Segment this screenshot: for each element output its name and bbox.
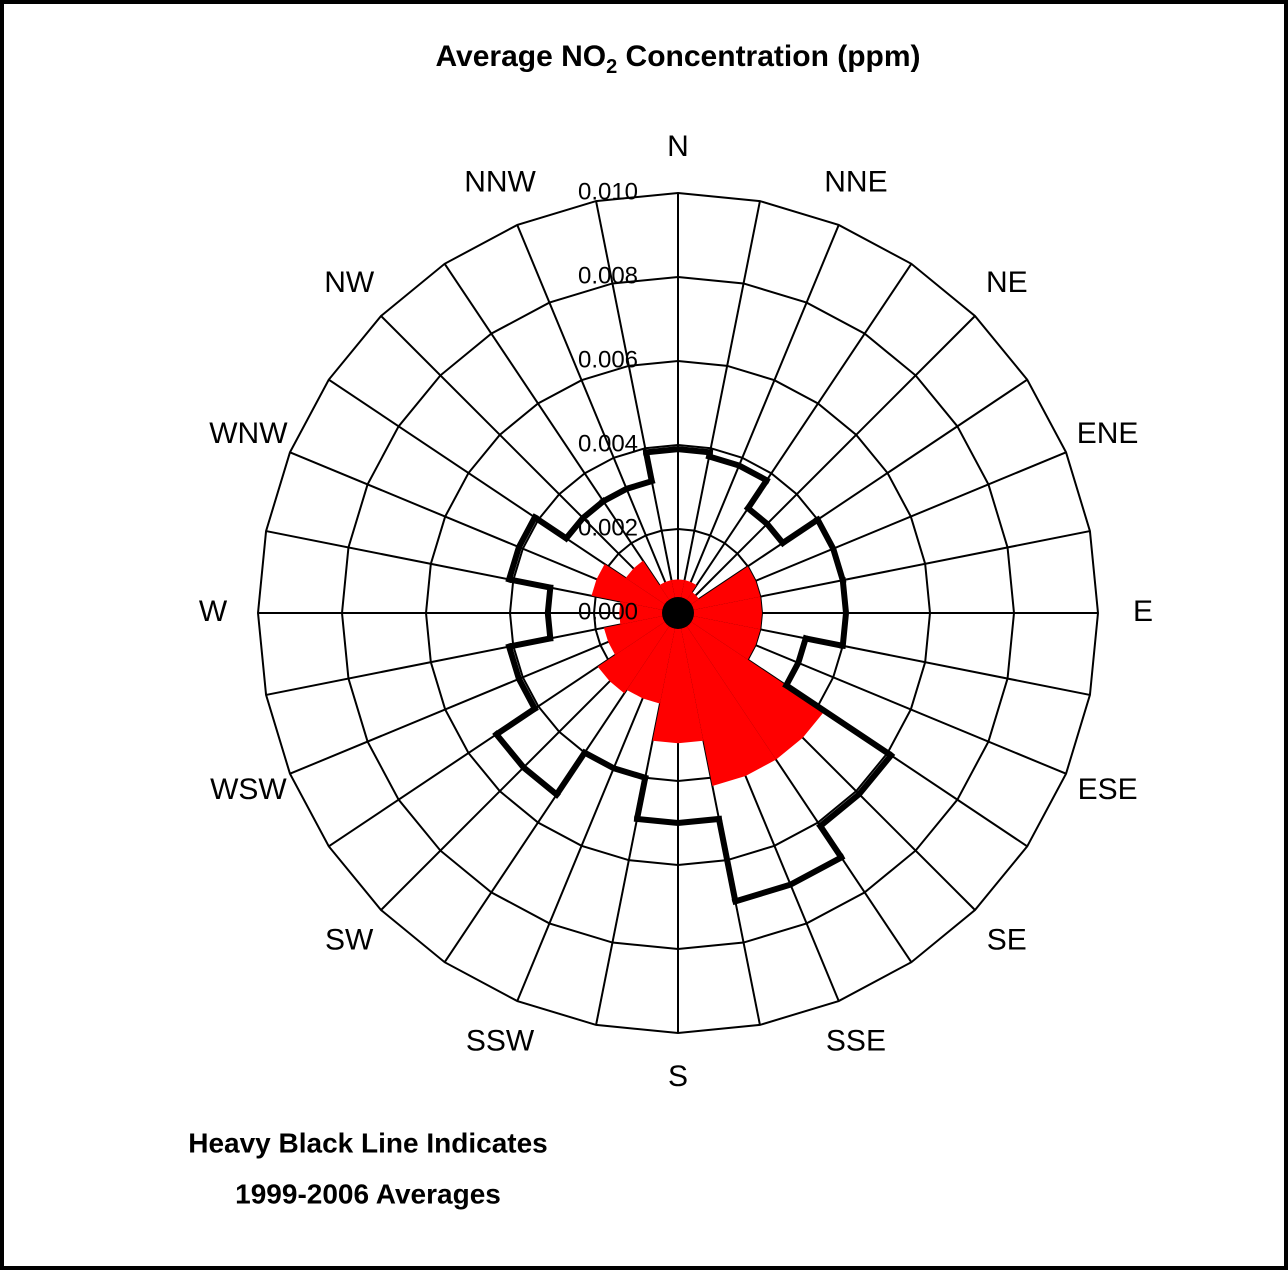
direction-label: W xyxy=(199,595,228,628)
direction-label: WSW xyxy=(210,773,287,806)
spoke xyxy=(380,315,679,614)
spoke xyxy=(677,200,761,614)
spoke xyxy=(265,612,679,696)
average-connector xyxy=(706,451,713,458)
data xyxy=(492,446,896,906)
r-tick-label: 0.002 xyxy=(578,514,638,541)
average-arc xyxy=(839,576,850,650)
chart-title: Average NO2 Concentration (ppm) xyxy=(435,40,920,78)
direction-label: ENE xyxy=(1077,417,1139,450)
sector xyxy=(652,613,704,744)
r-tick-label: 0.006 xyxy=(578,346,638,373)
title-text: Concentration (ppm) xyxy=(617,40,920,73)
average-connector xyxy=(508,635,551,650)
direction-label: E xyxy=(1133,595,1153,628)
sector xyxy=(678,613,777,787)
direction-label: S xyxy=(668,1060,688,1093)
sector xyxy=(671,579,685,613)
direction-label: WNW xyxy=(209,417,288,450)
average-connector xyxy=(643,451,655,482)
spoke xyxy=(677,315,976,614)
average-connector xyxy=(494,706,537,737)
direction-label: SE xyxy=(987,924,1027,957)
direction-label: NE xyxy=(986,266,1028,299)
sector xyxy=(619,601,678,625)
average-arc xyxy=(599,477,656,506)
sector xyxy=(626,613,678,704)
average-arc xyxy=(505,642,539,713)
sector xyxy=(678,596,762,630)
spoke xyxy=(677,263,913,614)
sector xyxy=(678,566,761,613)
average-connector xyxy=(745,478,770,510)
average-arc xyxy=(544,584,554,642)
labels: 0.000 0.002 0.004 0.006 0.008 0.010 N NNE NE ENE E… xyxy=(199,130,1153,1093)
average-connector xyxy=(781,517,820,546)
sector xyxy=(678,613,825,760)
average-arc xyxy=(580,748,649,782)
spoke xyxy=(443,263,679,614)
direction-label: NNW xyxy=(464,165,536,198)
average-connector xyxy=(554,751,588,797)
direction-label: NW xyxy=(324,266,375,299)
average-arc xyxy=(731,853,846,906)
average-arc xyxy=(743,504,787,548)
direction-label: ESE xyxy=(1078,773,1138,806)
direction-label: SSW xyxy=(466,1025,535,1058)
direction-label: SW xyxy=(325,924,374,957)
average-connector xyxy=(817,824,844,860)
average-arc xyxy=(782,634,810,690)
spoke xyxy=(595,200,679,614)
sector xyxy=(603,613,678,656)
average-arc xyxy=(705,452,771,485)
sector xyxy=(678,613,761,660)
average-connector xyxy=(508,576,551,591)
average-connector xyxy=(716,818,739,902)
average-arc xyxy=(813,515,847,584)
sector xyxy=(597,613,678,694)
annotation: 1999-2006 Averages xyxy=(235,1178,501,1209)
direction-label: N xyxy=(667,130,689,163)
r-tick-label: 0.010 xyxy=(578,178,638,205)
direction-label: NNE xyxy=(824,165,887,198)
average-arc xyxy=(492,730,561,799)
spoke xyxy=(677,224,840,614)
r-tick-label: 0.008 xyxy=(578,262,638,289)
center-dot xyxy=(662,597,694,629)
title-text: Average NO xyxy=(435,40,606,73)
average-arc xyxy=(816,751,896,831)
average-connector xyxy=(784,682,893,758)
spoke xyxy=(516,224,679,614)
direction-label: SSE xyxy=(826,1025,886,1058)
average-connector xyxy=(533,514,568,541)
average-connector xyxy=(634,777,649,820)
sector xyxy=(625,560,678,613)
sector xyxy=(591,563,678,613)
r-tick-label: 0.000 xyxy=(578,598,638,625)
average-arc xyxy=(505,513,539,584)
average-arc xyxy=(642,446,714,456)
average-arc xyxy=(633,815,723,827)
title-subscript: 2 xyxy=(606,56,617,78)
average-arc xyxy=(562,497,608,543)
average-connector xyxy=(805,635,844,649)
annotation: Heavy Black Line Indicates xyxy=(188,1127,548,1158)
r-tick-label: 0.004 xyxy=(578,430,638,457)
spoke xyxy=(265,530,679,614)
